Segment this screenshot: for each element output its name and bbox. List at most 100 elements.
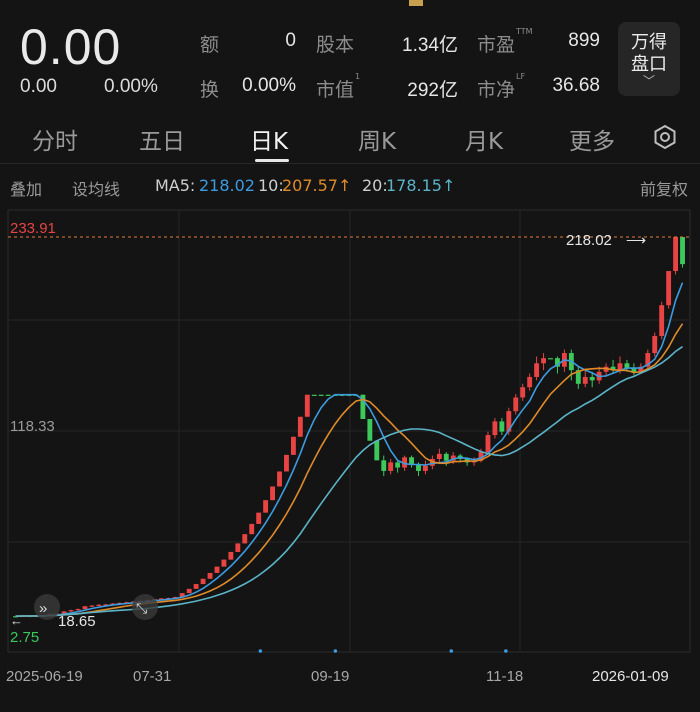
shares-value: 1.34亿 (402, 35, 458, 56)
expand-chart-button[interactable]: ⤡ (132, 594, 158, 620)
scroll-left-button[interactable]: » (34, 594, 60, 620)
candle-body (582, 376, 588, 384)
adjust-mode-button[interactable]: 前复权 (640, 180, 689, 199)
candle-body (645, 353, 651, 367)
quote-header: 0.00 0.00 0.00% 额 0 换 0.00% 股本 1.34亿 市值 … (0, 0, 700, 112)
candle-body (290, 436, 296, 455)
ma5-label: MA5: (155, 176, 196, 195)
tab-monthly-k[interactable]: 月K (465, 129, 504, 155)
candle-body (374, 440, 380, 461)
pb-value: 36.68 (552, 75, 600, 96)
candle-body (214, 566, 220, 573)
wind-orderbook-button[interactable]: 万得 盘口 ﹀ (618, 22, 680, 96)
ma-indicator-row: 叠加 设均线 MA5: 218.02 10: 207.57↑ 20: 178.1… (0, 174, 700, 200)
candle-body (492, 421, 498, 436)
candle-body (207, 572, 213, 579)
event-dot[interactable] (258, 649, 263, 653)
candle-body (680, 237, 685, 265)
tab-weekly-k[interactable]: 周K (358, 129, 397, 155)
pb-sup: LF (516, 72, 526, 81)
candle-body (575, 370, 581, 384)
mktcap-sup: 1 (355, 72, 361, 81)
x-tick-label: 11-18 (486, 668, 523, 685)
candle-body (89, 605, 95, 607)
ma-line-ma5 (15, 282, 684, 617)
candle-body (179, 593, 185, 598)
candle-body (624, 363, 630, 369)
candle-body (325, 394, 331, 396)
ma10-value: 207.57↑ (282, 176, 352, 195)
candle-body (263, 500, 269, 513)
start-arrow-icon: ← (10, 613, 23, 628)
settings-icon[interactable] (652, 124, 678, 150)
shares-label: 股本 (316, 34, 355, 56)
overlay-button[interactable]: 叠加 (10, 180, 43, 199)
x-tick-label: 2025-06-19 (6, 668, 83, 685)
candle-body (304, 394, 310, 417)
candle-body (297, 416, 303, 437)
candle-body (409, 457, 414, 465)
candle-body (318, 394, 324, 396)
latest-close-label: 218.02 (566, 232, 612, 249)
tab-daily-k[interactable]: 日K (250, 129, 289, 155)
candle-body (221, 559, 227, 567)
start-price-label: 18.65 (58, 613, 96, 630)
candle-body (158, 598, 164, 600)
y-high-label: 233.91 (10, 220, 56, 237)
ma-line-ma10 (15, 323, 684, 617)
tab-more[interactable]: 更多 (569, 129, 615, 155)
active-tab-indicator (255, 159, 289, 162)
double-chevron-icon: » (39, 600, 47, 617)
event-dot[interactable] (504, 649, 508, 653)
candle-body (249, 523, 255, 535)
candle-body (360, 394, 366, 420)
pe-label: 市盈 (477, 34, 516, 56)
pe-value: 899 (568, 30, 600, 51)
candle-body (311, 394, 317, 396)
event-dot[interactable] (333, 649, 338, 653)
candle-body (242, 534, 248, 544)
candle-body (652, 335, 658, 354)
candle-body (534, 363, 540, 377)
candle-body (381, 460, 387, 471)
candle-body (527, 376, 533, 388)
candle-body (270, 486, 275, 501)
candle-body (548, 358, 553, 360)
candle-body (13, 616, 18, 618)
tab-intraday[interactable]: 分时 (32, 129, 78, 155)
candle-body (284, 454, 289, 472)
candle-body (631, 368, 637, 372)
amount-label: 额 (200, 34, 220, 56)
turnover-label: 换 (200, 79, 220, 101)
candle-body (478, 452, 484, 461)
event-dots-group (258, 649, 508, 653)
candle-body (443, 453, 449, 461)
candle-body (228, 551, 234, 560)
candle-body (638, 366, 644, 372)
set-ma-button[interactable]: 设均线 (72, 180, 121, 199)
candle-body (235, 543, 241, 552)
candle-body (520, 387, 526, 398)
event-dot[interactable] (449, 649, 454, 653)
x-tick-label: 07-31 (133, 668, 171, 685)
ma-lines-group (15, 282, 684, 617)
candle-body (193, 584, 199, 589)
candle-body (388, 462, 394, 471)
top-drag-handle[interactable] (409, 0, 423, 6)
candle-body (186, 588, 192, 594)
price-change: 0.00 (20, 76, 57, 97)
candle-body (450, 455, 456, 461)
x-tick-label: 09-19 (311, 668, 349, 685)
candle-body (436, 453, 442, 459)
y-mid-label: 118.33 (10, 418, 55, 435)
ma5-value: 218.02 (199, 176, 255, 195)
y-low-label: 2.75 (10, 629, 39, 646)
candle-body (402, 457, 408, 468)
candle-body (423, 465, 428, 471)
kline-chart[interactable]: 233.91 118.33 2.75 218.02 ⟶ ← 18.65 » ⤡ … (0, 200, 700, 712)
ma20-value: 178.15↑ (386, 176, 456, 195)
candle-body (541, 358, 546, 364)
pe-sup: TTM (516, 27, 533, 36)
wind-button-line2: 盘口 (631, 54, 667, 75)
tab-five-day[interactable]: 五日 (139, 129, 185, 155)
